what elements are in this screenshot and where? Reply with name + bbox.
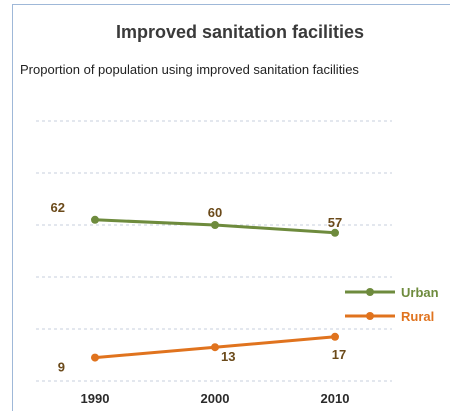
data-point-urban	[211, 221, 219, 229]
legend-label-rural: Rural	[401, 309, 434, 324]
x-tick-label: 1990	[81, 391, 110, 406]
data-point-urban	[331, 228, 339, 237]
x-axis-ticks: 1990 2000 2010	[81, 391, 350, 406]
chart-title: Improved sanitation facilities	[115, 22, 365, 42]
legend: Urban Rural	[345, 285, 439, 324]
series-layer	[91, 215, 339, 362]
data-label-urban: 62	[51, 200, 65, 215]
legend-marker-urban	[366, 288, 374, 296]
data-label-rural: 13	[221, 349, 235, 364]
data-label-urban: 60	[208, 205, 222, 220]
chart-subtitle: Proportion of population using improved …	[20, 62, 359, 77]
gridlines	[36, 120, 392, 382]
chart-frame	[12, 4, 450, 411]
data-point-urban	[91, 215, 99, 224]
data-label-rural: 9	[58, 360, 65, 375]
x-tick-label: 2000	[201, 391, 230, 406]
data-label-rural: 17	[332, 347, 346, 362]
data-point-rural	[91, 353, 99, 362]
legend-marker-rural	[366, 312, 374, 320]
x-tick-label: 2010	[321, 391, 350, 406]
data-label-urban: 57	[328, 215, 342, 230]
data-labels: 62 60 57 9 13 17	[51, 200, 347, 375]
data-point-rural	[211, 343, 219, 352]
legend-label-urban: Urban	[401, 285, 439, 300]
data-point-rural	[331, 332, 339, 341]
